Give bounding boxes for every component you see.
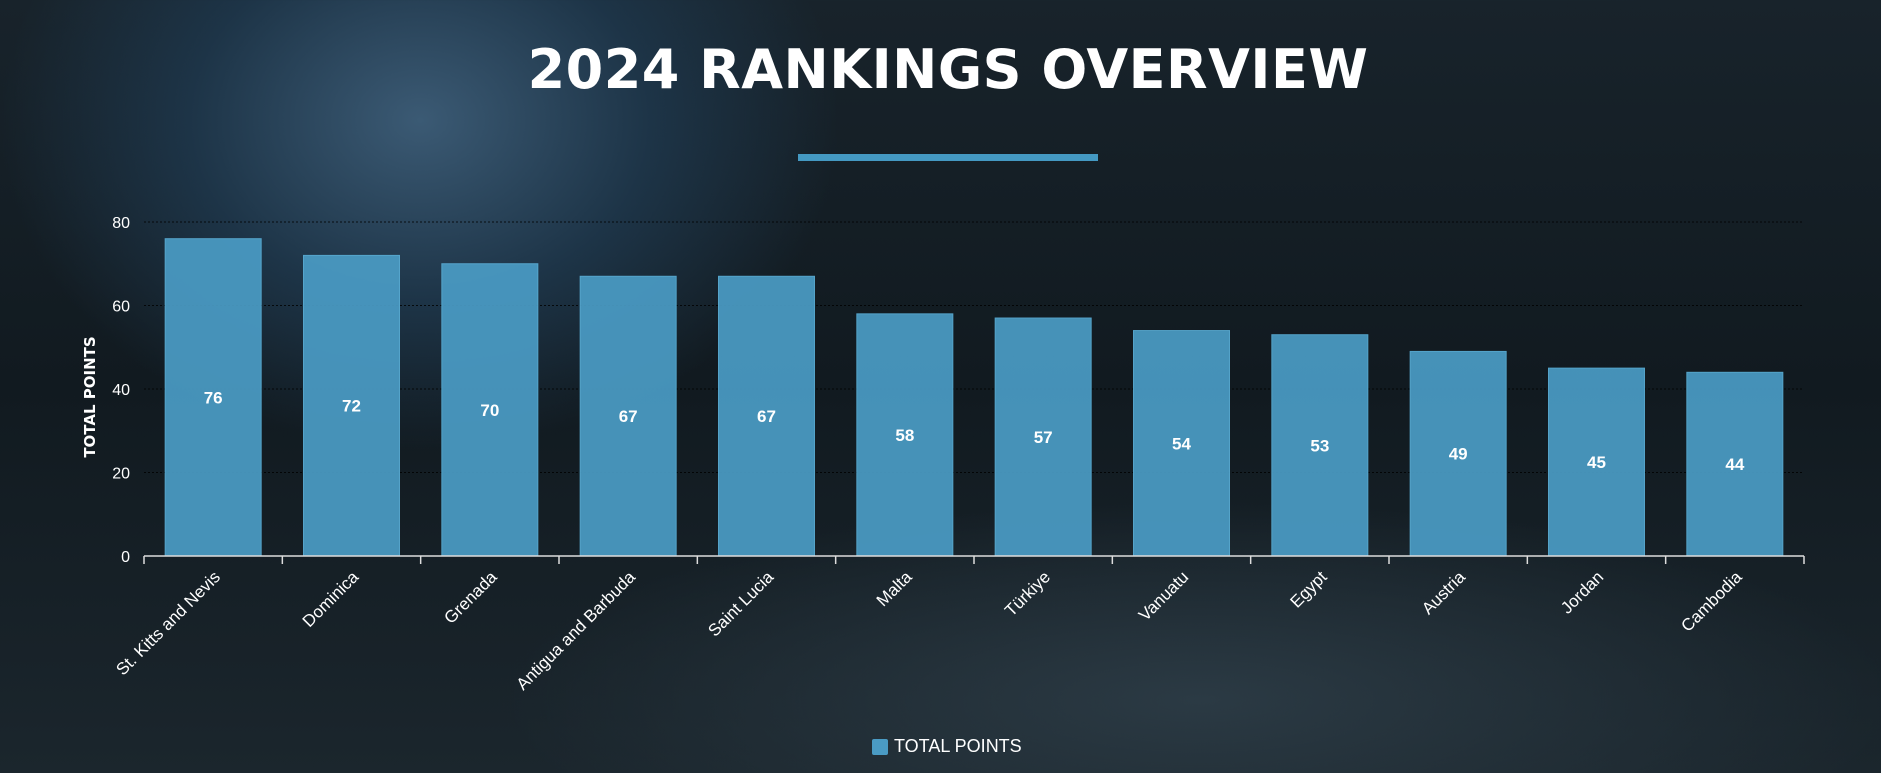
x-tick-label: Cambodia: [1677, 567, 1746, 636]
x-tick-label: Antigua and Barbuda: [513, 567, 640, 694]
data-label: 45: [1587, 453, 1606, 472]
bar: [856, 313, 954, 557]
data-label: 49: [1449, 445, 1468, 464]
bar: [579, 275, 677, 557]
bar: [441, 263, 539, 557]
chart-title: 2024 RANKINGS OVERVIEW: [527, 38, 1369, 101]
bar: [718, 275, 815, 557]
bar: [1409, 350, 1507, 557]
data-label: 54: [1172, 434, 1191, 453]
x-tick-label: Türkiye: [1001, 567, 1054, 620]
x-tick-label: Egypt: [1286, 567, 1330, 611]
data-label: 70: [480, 401, 499, 420]
x-tick-label: Saint Lucia: [704, 567, 777, 640]
bar: [1548, 367, 1645, 557]
x-tick-label: Jordan: [1557, 567, 1607, 617]
data-label: 44: [1725, 455, 1744, 474]
data-label: 67: [619, 407, 638, 426]
x-tick-label: Vanuatu: [1135, 567, 1192, 624]
x-tick-label: Malta: [873, 567, 916, 610]
bar: [303, 254, 400, 557]
legend-swatch: [872, 738, 888, 755]
legend[interactable]: TOTAL POINTS: [872, 736, 1022, 757]
bar: [994, 317, 1092, 557]
title-underline: [798, 154, 1098, 161]
data-label: 53: [1310, 436, 1329, 455]
x-tick-label: Grenada: [440, 567, 501, 628]
x-tick-label: Austria: [1418, 567, 1469, 618]
y-tick-label: 0: [121, 549, 130, 566]
y-tick-label: 80: [112, 215, 130, 232]
data-label: 72: [342, 397, 361, 416]
y-tick-label: 60: [112, 299, 130, 316]
data-label: 57: [1034, 428, 1053, 447]
data-label: 58: [895, 426, 914, 445]
legend-label: TOTAL POINTS: [894, 736, 1022, 756]
y-tick-label: 40: [112, 382, 130, 399]
data-label: 67: [757, 407, 776, 426]
x-tick-label: Dominica: [299, 567, 363, 631]
bar: [1686, 371, 1784, 557]
y-axis-label: TOTAL POINTS: [81, 336, 99, 457]
x-tick-label: St. Kitts and Nevis: [112, 567, 224, 679]
data-label: 76: [204, 388, 223, 407]
y-tick-label: 20: [112, 466, 130, 483]
bar: [1133, 330, 1230, 557]
